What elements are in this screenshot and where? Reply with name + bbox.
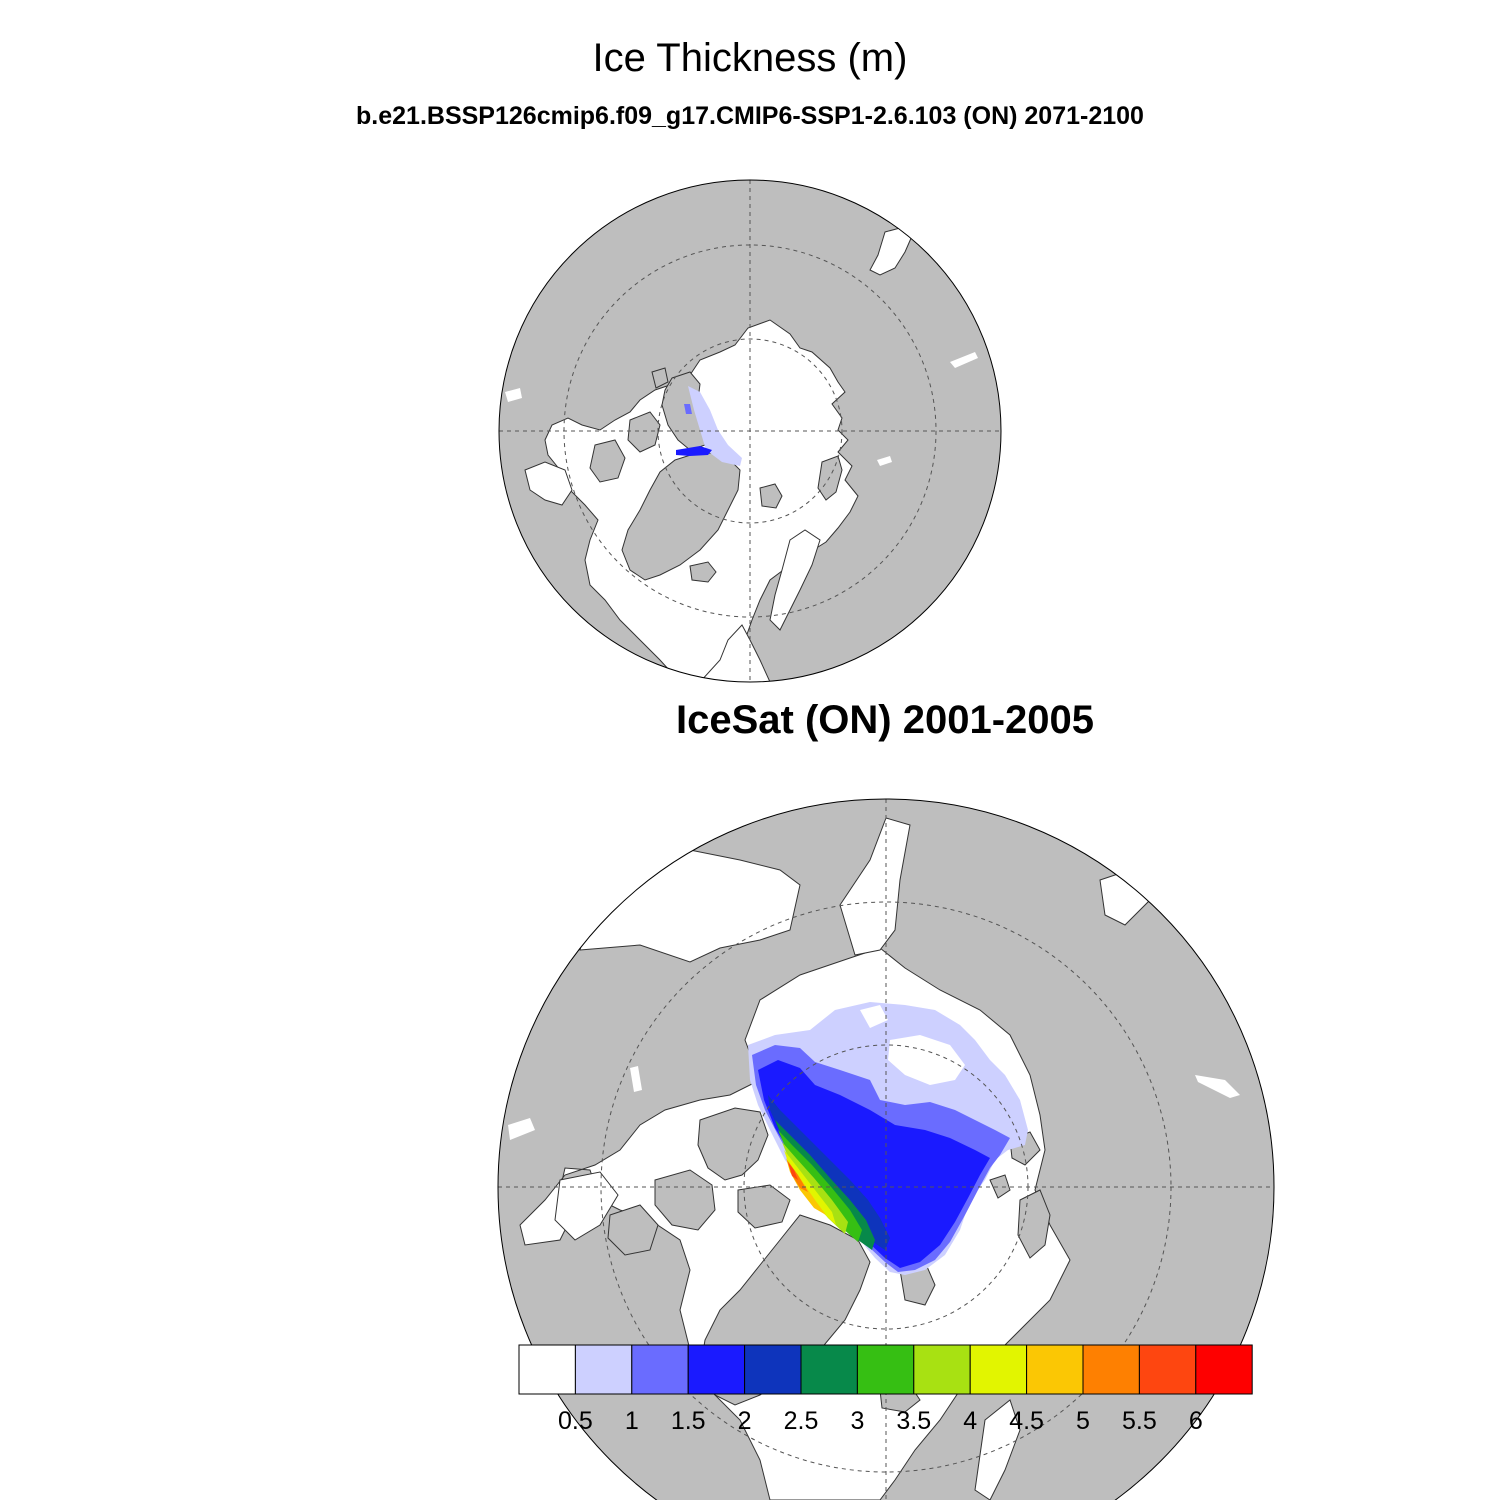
colorbar-swatch bbox=[800, 1344, 858, 1395]
icesat-map-lake bbox=[508, 1118, 535, 1140]
icesat-map-archipelago-island bbox=[737, 1184, 791, 1229]
model-map-lake bbox=[505, 388, 522, 402]
ice-contour-3.5-4 bbox=[782, 1142, 848, 1234]
ice-contour-5.5-6 bbox=[788, 1162, 798, 1180]
icesat-map-novaya-zemlya bbox=[1017, 1189, 1051, 1259]
colorbar-tick-label: 1.5 bbox=[671, 1407, 706, 1435]
colorbar-tick-label: 3.5 bbox=[896, 1407, 931, 1435]
colorbar-swatch bbox=[744, 1344, 802, 1395]
model-run-subtitle: b.e21.BSSP126cmip6.f09_g17.CMIP6-SSP1-2.… bbox=[356, 102, 1144, 130]
icesat-map-border bbox=[497, 798, 1275, 1500]
colorbar-tick-label: 2 bbox=[738, 1407, 752, 1435]
ice-field-open-water bbox=[888, 1035, 965, 1085]
colorbar-tick-label: 1 bbox=[625, 1407, 639, 1435]
model-map-baltic-sea bbox=[769, 529, 821, 631]
ice-contour-2-2.5 bbox=[768, 1095, 890, 1250]
model-map-border bbox=[498, 179, 1002, 683]
colorbar-swatch bbox=[1138, 1344, 1197, 1395]
model-ice-thick bbox=[676, 446, 712, 456]
icesat-panel-title: IceSat (ON) 2001-2005 bbox=[675, 698, 1094, 742]
model-map-iceland bbox=[689, 561, 717, 583]
colorbar-swatch bbox=[687, 1344, 746, 1395]
icesat-map-pacific bbox=[839, 817, 911, 956]
model-map-greenland bbox=[621, 451, 741, 581]
model-map-panel bbox=[498, 179, 1002, 683]
icesat-map-panel bbox=[497, 798, 1275, 1500]
colorbar-tick-label: 4 bbox=[963, 1407, 977, 1435]
model-map-atlantic-ocean bbox=[698, 624, 771, 682]
model-map-lake bbox=[950, 352, 978, 368]
icesat-ice-field bbox=[748, 1002, 1028, 1275]
ice-contour-1.5-2 bbox=[758, 1060, 990, 1268]
icesat-map-franz-josef-land bbox=[989, 1174, 1011, 1199]
model-map-hudson-bay bbox=[524, 461, 573, 506]
model-map-archipelago-island bbox=[627, 411, 661, 453]
colorbar-swatch bbox=[574, 1344, 633, 1395]
icesat-map-lake bbox=[1195, 1075, 1240, 1098]
colorbar-swatch bbox=[1082, 1344, 1140, 1395]
icesat-map-archipelago-island bbox=[607, 1204, 659, 1256]
model-map-archipelago-island bbox=[589, 439, 626, 483]
colorbar-swatch bbox=[1195, 1344, 1253, 1395]
icesat-map-baltic-sea bbox=[974, 1399, 1021, 1500]
colorbar-swatch bbox=[856, 1344, 915, 1395]
colorbar-swatch bbox=[913, 1344, 971, 1395]
colorbar-swatch bbox=[518, 1344, 576, 1395]
model-map-svalbard bbox=[759, 483, 783, 509]
colorbar-swatch bbox=[1026, 1344, 1084, 1395]
colorbar-tick-label: 6 bbox=[1189, 1407, 1203, 1435]
colorbar-tick-label: 2.5 bbox=[784, 1407, 819, 1435]
colorbar-swatch bbox=[969, 1344, 1028, 1395]
icesat-map-hudson-bay bbox=[554, 1171, 619, 1241]
ice-field-open-water bbox=[860, 1005, 888, 1028]
figure-title: Ice Thickness (m) bbox=[592, 36, 908, 80]
colorbar-tick-label: 0.5 bbox=[558, 1407, 593, 1435]
model-map-archipelago-island bbox=[651, 367, 669, 389]
icesat-map-archipelago-island bbox=[697, 1107, 769, 1181]
colorbar-tick-label: 4.5 bbox=[1009, 1407, 1044, 1435]
model-ice-mid bbox=[684, 404, 692, 414]
colorbar-tick-label: 5 bbox=[1076, 1407, 1090, 1435]
model-map-graticule bbox=[499, 180, 1001, 682]
model-map-lake bbox=[877, 456, 892, 466]
colorbar: 0.5 1 1.5 2 2.5 3 3.5 4 4.5 5 5.5 6 bbox=[518, 1344, 1253, 1435]
colorbar-tick-label: 3 bbox=[850, 1407, 864, 1435]
model-ice-thin bbox=[688, 386, 742, 466]
colorbar-swatch bbox=[631, 1344, 689, 1395]
icesat-map-archipelago-island bbox=[654, 1169, 716, 1231]
colorbar-tick-label: 5.5 bbox=[1122, 1407, 1157, 1435]
model-map-novaya-zemlya bbox=[817, 455, 843, 501]
icesat-map-lake bbox=[630, 1066, 642, 1092]
